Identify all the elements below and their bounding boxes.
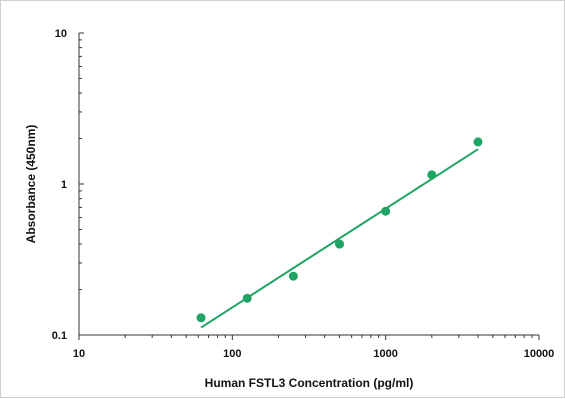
x-tick-label: 100 [223,348,241,360]
data-point [196,313,206,323]
x-axis-title: Human FSTL3 Concentration (pg/ml) [205,376,414,390]
data-point [427,170,437,180]
x-tick-label: 10000 [524,348,555,360]
axes [78,33,539,336]
x-tick-label: 1000 [373,348,397,360]
y-tick-label: 10 [55,28,67,40]
data-point [473,137,483,147]
y-axis-title: Absorbance (450nm) [24,125,38,244]
data-points [196,137,483,323]
y-tick-label: 0.1 [52,330,67,342]
fit-line [200,148,479,329]
data-point [288,271,298,281]
data-point [381,206,391,216]
y-ticks [79,32,84,336]
x-tick-labels: 10 100 1000 10000 [73,348,554,360]
data-point [335,239,345,249]
x-ticks [78,335,540,340]
data-point [242,293,252,303]
y-tick-labels: 10 1 0.1 [52,28,67,342]
x-tick-label: 10 [73,348,85,360]
y-tick-label: 1 [61,179,67,191]
